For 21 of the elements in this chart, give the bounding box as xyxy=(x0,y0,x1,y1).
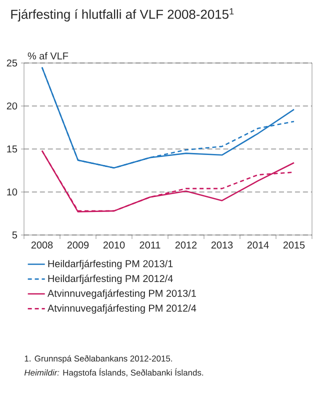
x-tick-label: 2015 xyxy=(283,242,305,249)
y-tick-label: 25 xyxy=(6,59,18,67)
legend-label: Atvinnuvegafjárfesting PM 2012/4 xyxy=(48,304,196,314)
x-tick-label: 2014 xyxy=(247,242,269,249)
text: 1. Grunnspá Seðlabankans 2012-2015. xyxy=(24,355,172,364)
y-tick-label: 20 xyxy=(6,102,18,110)
x-tick-label: 2013 xyxy=(211,242,233,249)
x-tick-label: 2008 xyxy=(31,242,53,249)
chart-title: Fjárfesting í hlutfalli af VLF 2008-2015$^{1}$ xyxy=(11,8,234,22)
x-tick-label: 2009 xyxy=(67,242,89,249)
y-tick-label: 15 xyxy=(7,146,18,152)
y-tick-label: 10 xyxy=(7,188,18,196)
legend-label: Atvinnuvegafjárfesting PM 2013/1 xyxy=(48,289,196,299)
legend-label: Heildarfjárfesting PM 2012/4 xyxy=(48,274,173,284)
x-tick-label: 2010 xyxy=(103,242,125,249)
legend-label: Heildarfjárfesting PM 2013/1 xyxy=(48,260,173,270)
y-axis-title: % af VLF xyxy=(28,52,68,60)
y-tick-label: 5 xyxy=(12,232,18,238)
text: Heimildir: Hagstofa Íslands, Seðlabanki Íslands. xyxy=(24,368,204,378)
x-tick-label: 2011 xyxy=(140,242,160,249)
x-tick-label: 2012 xyxy=(175,242,197,249)
